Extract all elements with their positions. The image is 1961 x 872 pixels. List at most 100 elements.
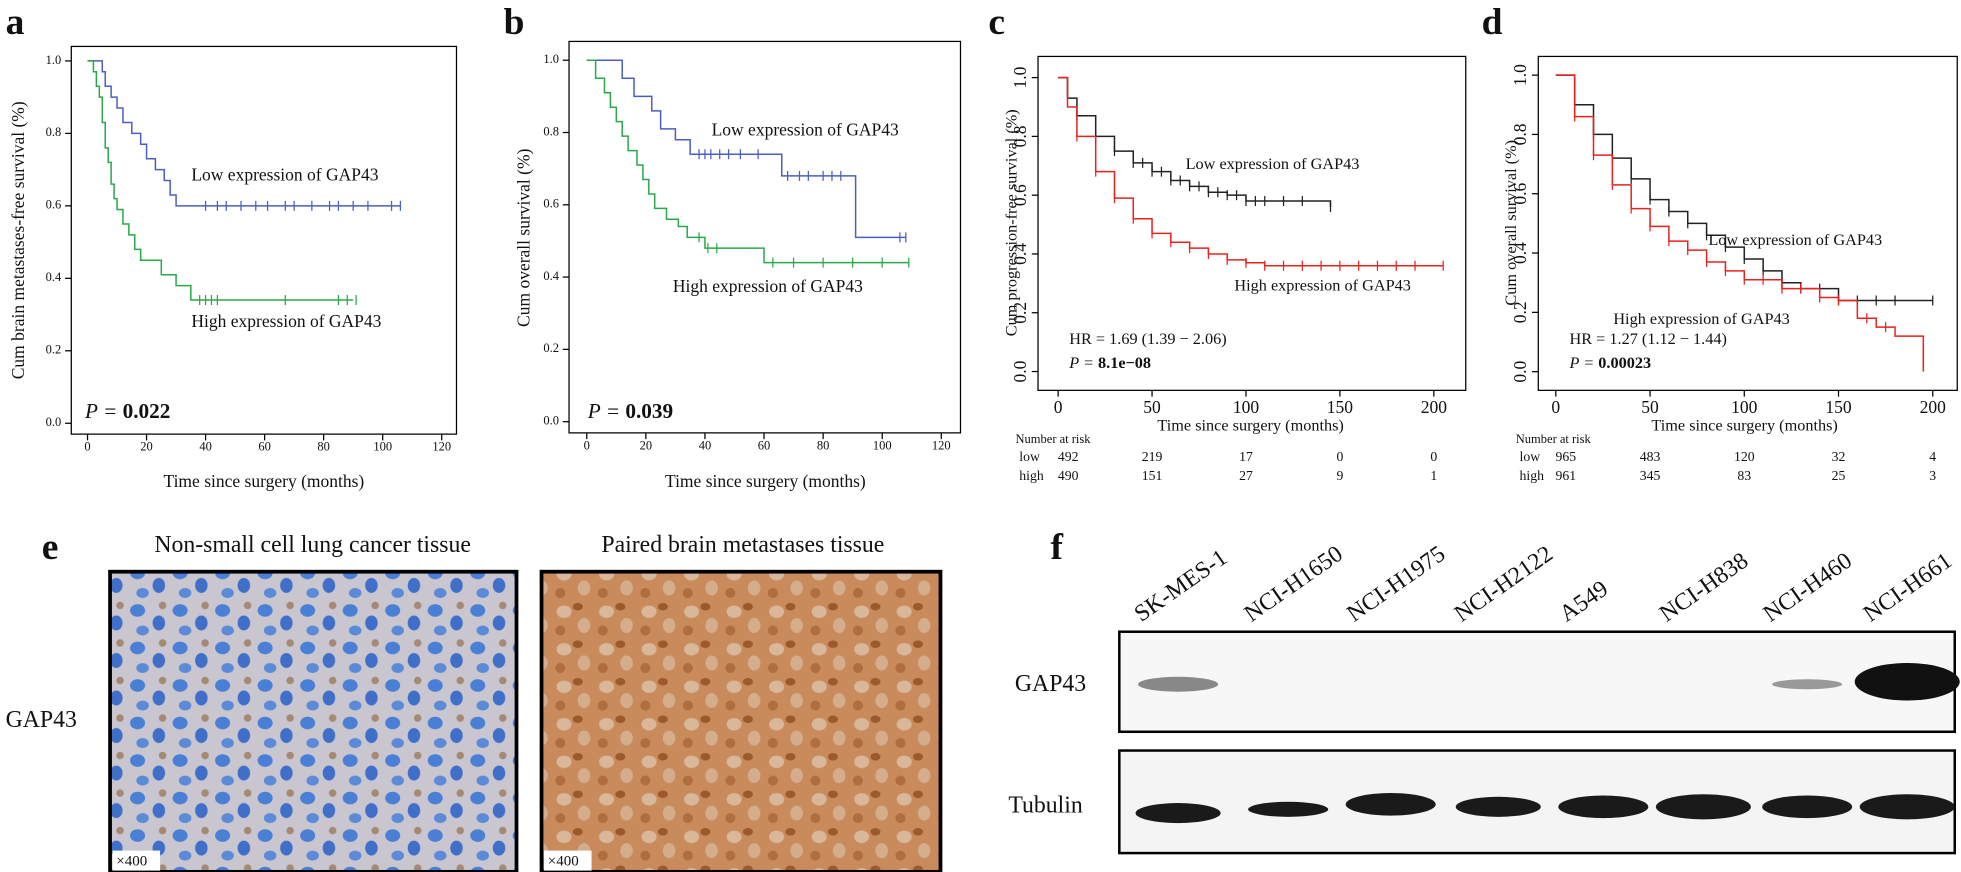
x-tick-label: 120 <box>432 440 451 454</box>
risk-count: 0 <box>1336 449 1343 464</box>
series-label: Low expression of GAP43 <box>1186 155 1360 173</box>
x-tick-label: 200 <box>1920 397 1947 417</box>
risk-count: 965 <box>1556 449 1577 464</box>
x-tick-label: 80 <box>817 439 830 453</box>
x-tick-label: 50 <box>1143 397 1161 417</box>
risk-count: 0 <box>1430 449 1437 464</box>
risk-count: 32 <box>1832 449 1846 464</box>
panel-letter: a <box>6 2 25 43</box>
series-label: Low expression of GAP43 <box>712 119 899 139</box>
p-label: P = <box>1569 354 1595 372</box>
survival-curve <box>87 60 401 207</box>
y-tick-label: 0.4 <box>46 270 62 284</box>
label-bg <box>544 850 592 871</box>
y-tick-label: 0.6 <box>1010 184 1030 206</box>
band <box>1248 801 1329 817</box>
ihc-image <box>539 569 943 872</box>
x-tick-label: 150 <box>1825 397 1852 417</box>
risk-count: 492 <box>1058 449 1079 464</box>
risk-count: 27 <box>1239 468 1253 483</box>
ihc-image <box>108 569 519 872</box>
band <box>1345 793 1436 816</box>
risk-title: Number at risk <box>1016 432 1092 446</box>
x-tick-label: 40 <box>699 439 711 453</box>
risk-title: Number at risk <box>1516 432 1592 446</box>
survival-curve <box>1555 74 1933 302</box>
y-tick-label: 0.6 <box>1510 183 1530 205</box>
y-tick-label: 0.4 <box>1510 242 1530 264</box>
lane-label: NCI-H661 <box>1859 548 1957 628</box>
risk-count: 483 <box>1640 449 1661 464</box>
risk-count: 3 <box>1929 468 1936 483</box>
p-number: 8.1e−08 <box>1098 354 1151 372</box>
risk-count: 1 <box>1430 468 1437 483</box>
lane-label: NCI-H460 <box>1759 548 1857 628</box>
magnification: ×400 <box>548 853 579 869</box>
image-title: Paired brain metastases tissue <box>601 532 884 558</box>
y-tick-label: 0.2 <box>46 343 62 357</box>
p-number: 0.039 <box>625 399 673 423</box>
lane-label: NCI-H1650 <box>1240 541 1348 627</box>
x-tick-label: 0 <box>84 440 90 454</box>
x-tick-label: 40 <box>199 440 212 454</box>
risk-count: 151 <box>1142 468 1163 483</box>
y-tick-label: 0.8 <box>543 124 559 138</box>
risk-count: 345 <box>1640 468 1661 483</box>
hazard-ratio: HR = 1.27 (1.12 − 1.44) <box>1570 330 1727 348</box>
p-label: P = <box>587 399 620 423</box>
panel-letter: b <box>504 2 525 43</box>
plot-frame <box>568 40 962 434</box>
series-label: High expression of GAP43 <box>673 276 863 296</box>
survival-curve <box>1058 76 1332 207</box>
p-value: P = 0.00023 <box>1569 354 1652 372</box>
lane-label: NCI-H2122 <box>1450 541 1558 627</box>
x-tick-label: 80 <box>317 440 330 454</box>
p-label: P = <box>84 399 117 423</box>
series-label: High expression of GAP43 <box>1613 310 1789 328</box>
y-axis-title: Cum overall survival (%) <box>1502 140 1520 306</box>
x-tick-label: 20 <box>140 440 153 454</box>
band <box>1762 795 1853 819</box>
survival-curve <box>1555 74 1925 372</box>
x-tick-label: 100 <box>1731 397 1758 417</box>
plot-frame <box>1037 55 1467 391</box>
band <box>1859 794 1955 820</box>
band <box>1138 676 1219 692</box>
band <box>1558 795 1649 819</box>
x-tick-label: 150 <box>1327 397 1354 417</box>
y-axis-title: Cum brain metastases-free survival (%) <box>8 101 28 379</box>
x-axis-title: Time since surgery (months) <box>164 471 365 491</box>
survival-curve <box>87 60 354 301</box>
risk-count: 9 <box>1336 468 1343 483</box>
series-label: High expression of GAP43 <box>1234 276 1410 294</box>
risk-count: 25 <box>1832 468 1846 483</box>
risk-count: 83 <box>1737 468 1751 483</box>
risk-count: 17 <box>1239 449 1253 464</box>
risk-count: 4 <box>1929 449 1936 464</box>
lane-label: A549 <box>1555 576 1613 628</box>
panel-letter: c <box>988 2 1005 43</box>
y-tick-label: 0.2 <box>1510 301 1530 323</box>
x-tick-label: 200 <box>1421 397 1448 417</box>
plot-frame <box>1537 55 1958 391</box>
panel-letter: f <box>1051 527 1064 568</box>
band <box>1455 796 1541 817</box>
p-label: P = <box>1068 354 1094 372</box>
y-tick-label: 0.0 <box>543 414 559 428</box>
survival-curve <box>1058 76 1444 267</box>
y-tick-label: 0.8 <box>1010 125 1030 147</box>
row-label: Tubulin <box>1008 792 1082 818</box>
y-tick-label: 1.0 <box>1010 66 1030 88</box>
x-axis-title: Time since surgery (months) <box>1157 416 1343 434</box>
x-tick-label: 100 <box>1233 397 1260 417</box>
lane-label: SK-MES-1 <box>1130 545 1232 628</box>
p-value: P = 0.039 <box>587 399 673 423</box>
plot-frame <box>70 45 458 435</box>
x-tick-label: 100 <box>373 440 392 454</box>
x-tick-label: 60 <box>258 440 271 454</box>
x-tick-label: 100 <box>873 439 892 453</box>
y-tick-label: 0.8 <box>46 125 62 139</box>
y-tick-label: 0.4 <box>543 269 559 283</box>
series-label: Low expression of GAP43 <box>1708 231 1882 249</box>
x-axis-title: Time since surgery (months) <box>1651 416 1837 434</box>
